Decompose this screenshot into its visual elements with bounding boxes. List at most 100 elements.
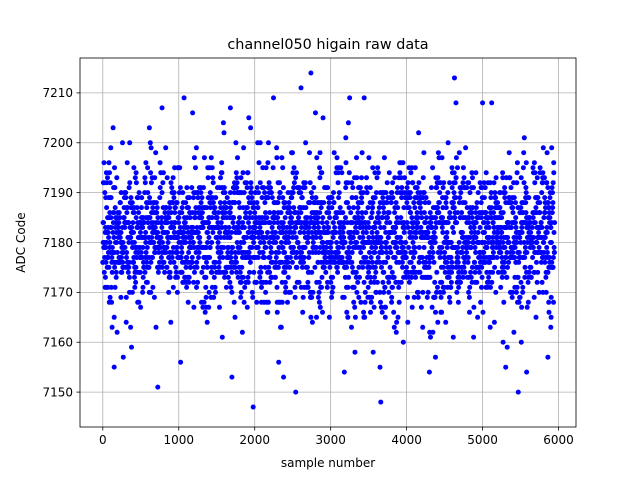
sample-point — [174, 289, 180, 295]
sample-point — [490, 269, 496, 275]
sample-point — [436, 210, 442, 216]
sample-point — [340, 245, 346, 250]
sample-point — [237, 269, 243, 275]
sample-point — [374, 279, 380, 285]
sample-point — [542, 235, 548, 240]
sample-point — [177, 165, 183, 171]
sample-point — [332, 259, 338, 265]
sample-point — [412, 165, 418, 171]
sample-point — [420, 324, 426, 330]
sample-point — [236, 230, 242, 235]
sample-point — [373, 190, 379, 196]
sample-point — [107, 240, 113, 245]
sample-point — [368, 309, 373, 315]
sample-point — [275, 264, 281, 270]
sample-point — [292, 294, 298, 300]
sample-point — [144, 205, 150, 211]
sample-point — [332, 225, 338, 230]
sample-point — [183, 200, 189, 206]
sample-point — [387, 264, 393, 270]
sample-point — [223, 284, 229, 290]
sample-point — [545, 185, 551, 191]
sample-point — [455, 259, 461, 265]
sample-point — [481, 195, 487, 201]
sample-point — [409, 215, 415, 221]
sample-point — [109, 245, 115, 250]
sample-point — [470, 175, 475, 181]
sample-point — [469, 210, 475, 216]
sample-point — [266, 240, 272, 245]
sample-point — [355, 205, 361, 211]
sample-point — [486, 235, 492, 240]
sample-point — [102, 274, 108, 280]
sample-point — [500, 210, 506, 216]
sample-point — [546, 255, 552, 260]
sample-point — [273, 240, 279, 245]
sample-point — [323, 269, 329, 275]
sample-point — [341, 235, 347, 240]
sample-point — [419, 255, 425, 260]
sample-point — [406, 245, 412, 250]
sample-point — [359, 200, 365, 206]
sample-point — [499, 274, 505, 280]
sample-point — [126, 259, 132, 265]
sample-point — [329, 205, 335, 211]
sample-point — [437, 190, 443, 196]
sample-point — [396, 284, 402, 290]
sample-point — [419, 215, 425, 221]
sample-point — [411, 294, 417, 300]
sample-point — [310, 289, 316, 295]
sample-point — [445, 220, 451, 226]
sample-point — [123, 319, 129, 325]
sample-point — [379, 245, 385, 250]
sample-point — [518, 240, 524, 245]
sample-point — [361, 95, 367, 101]
sample-point — [244, 235, 250, 240]
sample-point — [233, 170, 239, 176]
sample-point — [412, 250, 418, 255]
sample-point — [229, 250, 235, 255]
sample-point — [358, 250, 364, 255]
sample-point — [328, 245, 334, 250]
sample-point — [291, 205, 297, 211]
sample-point — [551, 170, 557, 176]
sample-point — [170, 175, 176, 181]
sample-point — [382, 314, 388, 320]
sample-point — [472, 245, 478, 250]
sample-point — [430, 329, 436, 335]
sample-point — [377, 364, 383, 370]
sample-point — [126, 264, 132, 270]
sample-point — [277, 180, 282, 186]
sample-point — [514, 284, 520, 290]
sample-point — [486, 225, 492, 230]
sample-point — [451, 230, 457, 235]
sample-point — [418, 304, 424, 310]
sample-point — [162, 269, 168, 275]
sample-point — [503, 364, 509, 370]
sample-point — [465, 240, 471, 245]
sample-point — [314, 314, 319, 320]
sample-point — [262, 200, 268, 206]
outlier-point — [347, 95, 353, 101]
outlier-point — [298, 85, 304, 91]
sample-point — [446, 274, 452, 280]
sample-point — [105, 284, 111, 290]
sample-point — [129, 200, 135, 206]
sample-point — [263, 279, 269, 285]
sample-point — [380, 205, 386, 211]
sample-point — [502, 190, 508, 196]
sample-point — [258, 240, 263, 245]
sample-point — [533, 205, 539, 211]
sample-point — [447, 210, 453, 216]
sample-point — [439, 309, 445, 315]
sample-point — [536, 289, 542, 295]
sample-point — [296, 245, 302, 250]
sample-point — [497, 205, 503, 211]
sample-point — [345, 180, 351, 186]
sample-point — [270, 165, 276, 171]
sample-point — [273, 255, 279, 260]
sample-point — [157, 185, 163, 191]
sample-point — [369, 245, 375, 250]
sample-point — [366, 155, 372, 161]
